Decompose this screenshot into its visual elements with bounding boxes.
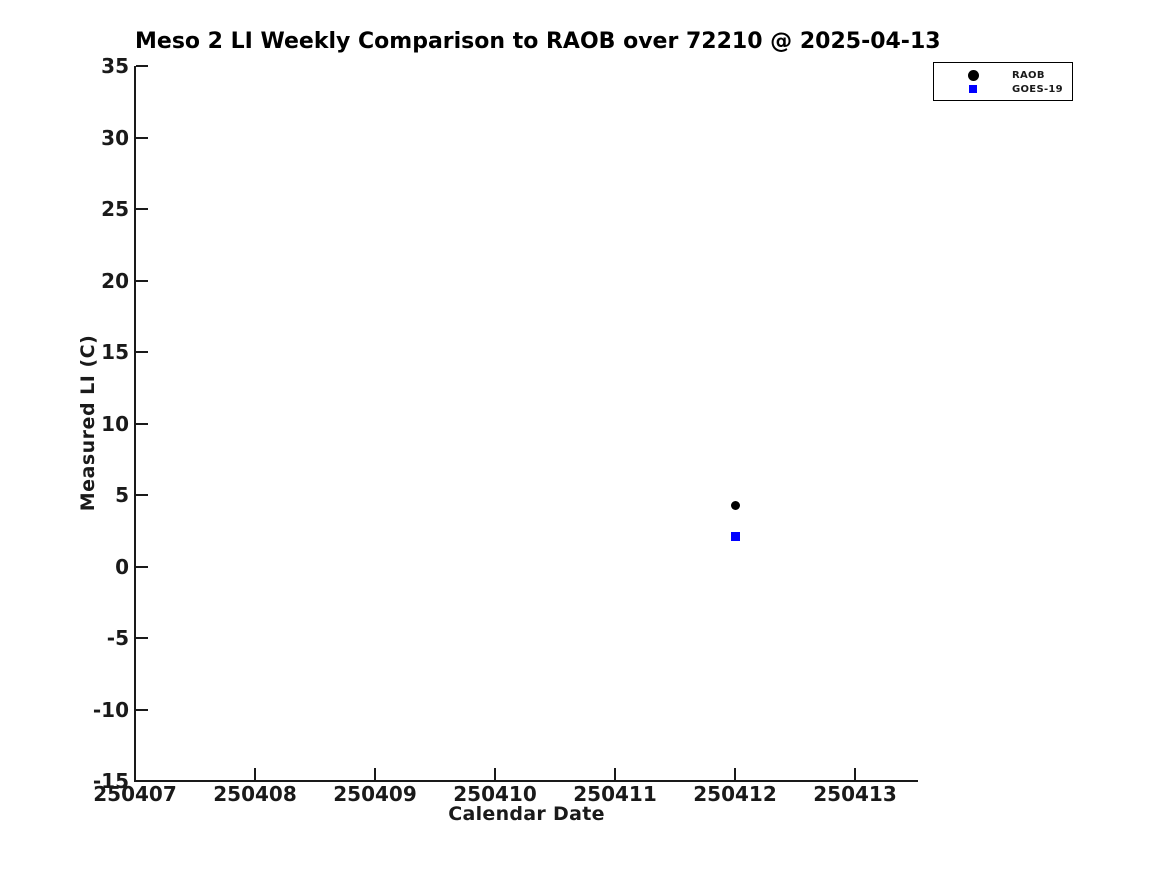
x-axis-line (134, 780, 918, 782)
y-tick-label: 35 (101, 54, 129, 78)
legend-row-raob: RAOB (934, 68, 1072, 82)
raob-legend-marker-icon (967, 69, 979, 81)
y-tick-mark (136, 65, 148, 67)
x-tick-mark (734, 768, 736, 780)
y-tick-mark (136, 494, 148, 496)
x-tick-label: 250408 (213, 782, 297, 806)
y-tick-mark (136, 422, 148, 425)
data-point-goes-19 (730, 531, 740, 541)
x-tick-mark (374, 768, 376, 780)
data-point-raob (730, 500, 740, 510)
goes-19-legend-marker-icon (969, 85, 977, 93)
y-tick-label: 30 (101, 125, 129, 150)
x-tick-label: 250412 (693, 782, 777, 806)
x-tick-label: 250411 (573, 782, 657, 806)
y-tick-mark (136, 351, 148, 353)
legend: RAOB GOES-19 (933, 62, 1073, 101)
legend-label-raob: RAOB (1012, 69, 1045, 81)
y-tick-label: -15 (92, 769, 129, 793)
x-tick-mark (134, 768, 136, 780)
x-tick-mark (494, 768, 496, 780)
y-tick-label: 5 (115, 483, 129, 507)
x-tick-label: 250410 (453, 782, 537, 806)
y-tick-label: 15 (101, 340, 129, 364)
x-tick-label: 250407 (93, 782, 177, 806)
y-tick-label: 25 (101, 197, 129, 221)
y-tick-label: -10 (92, 697, 129, 722)
y-tick-mark (136, 637, 148, 639)
x-tick-label: 250413 (813, 782, 897, 806)
x-tick-mark (254, 768, 256, 780)
y-tick-mark (136, 208, 148, 210)
y-tick-label: 0 (115, 554, 129, 579)
legend-label-goes-19: GOES-19 (1012, 83, 1063, 95)
y-tick-mark (136, 279, 148, 282)
y-tick-label: -5 (106, 626, 129, 650)
y-tick-mark (136, 565, 148, 568)
y-tick-mark (136, 136, 148, 139)
y-tick-label: 10 (101, 411, 129, 436)
y-tick-mark (136, 780, 148, 782)
chart-title: Meso 2 LI Weekly Comparison to RAOB over… (135, 29, 941, 54)
y-axis-line (134, 66, 136, 782)
legend-marker-cell (934, 69, 1012, 81)
x-tick-mark (854, 768, 856, 780)
x-tick-mark (614, 768, 616, 780)
legend-marker-cell (934, 85, 1012, 93)
legend-row-goes-19: GOES-19 (934, 82, 1072, 96)
x-tick-label: 250409 (333, 782, 417, 806)
y-tick-mark (136, 708, 148, 711)
y-tick-label: 20 (101, 268, 129, 293)
x-axis-label: Calendar Date (448, 803, 605, 825)
